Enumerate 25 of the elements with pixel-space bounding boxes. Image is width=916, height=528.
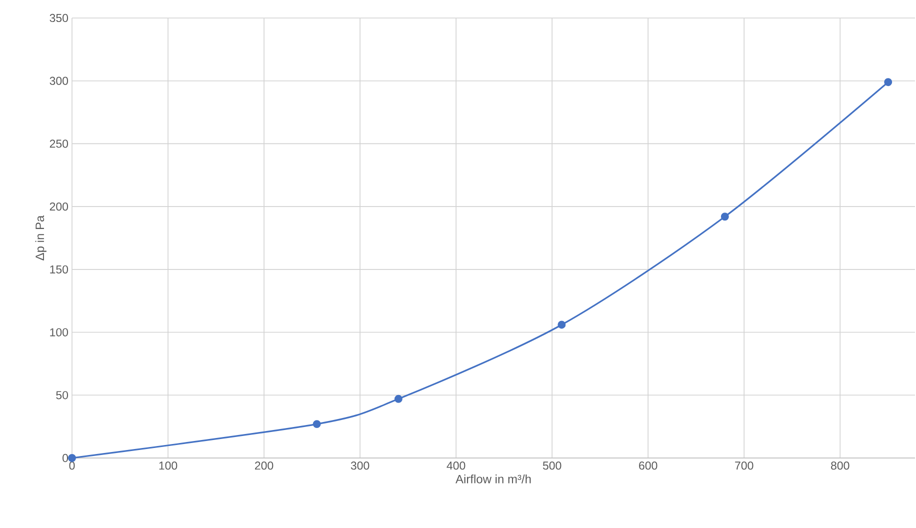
x-axis-title: Airflow in m³/h [456, 474, 531, 484]
point [312, 420, 321, 428]
x-tick-label: 100 [159, 462, 178, 470]
point [68, 454, 76, 462]
x-tick-label: 300 [350, 462, 370, 470]
y-tick-label: 100 [50, 328, 68, 336]
y-tick-label: 300 [50, 76, 68, 85]
y-tick-label: 0 [62, 454, 68, 462]
y-tick-label: 50 [56, 391, 68, 400]
y-tick-label: 150 [50, 265, 68, 274]
x-tick-label: 200 [255, 462, 274, 470]
point [558, 320, 566, 329]
y-tick-label: 200 [50, 202, 68, 211]
point [394, 394, 402, 403]
x-tick-label: 700 [735, 462, 754, 470]
x-tick-label: 0 [69, 462, 75, 470]
x-tick-label: 600 [639, 462, 658, 470]
y-tick-label: 350 [50, 14, 68, 22]
point [884, 78, 892, 86]
y-tick-label: 250 [50, 140, 68, 148]
x-tick-label: 400 [446, 462, 466, 470]
point [720, 212, 729, 221]
x-tick-label: 800 [831, 462, 850, 470]
x-tick-label: 500 [542, 462, 562, 470]
y-axis-title: Δp in Pa [35, 215, 46, 260]
